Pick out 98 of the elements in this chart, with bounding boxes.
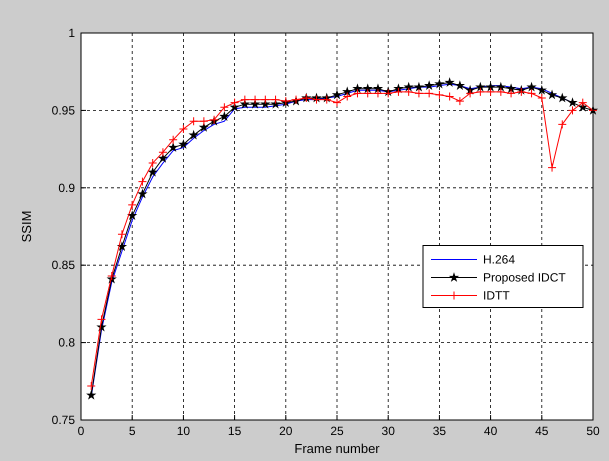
x-tick-label: 35 bbox=[432, 424, 446, 438]
point bbox=[220, 112, 228, 120]
point bbox=[199, 116, 208, 126]
point bbox=[178, 124, 188, 134]
point bbox=[363, 88, 372, 98]
point bbox=[486, 87, 496, 96]
point bbox=[343, 88, 352, 96]
legend-label: IDTT bbox=[483, 288, 510, 302]
point bbox=[220, 102, 229, 112]
point bbox=[332, 90, 342, 98]
point bbox=[496, 82, 505, 91]
x-axis-title: Frame number bbox=[294, 441, 380, 456]
point bbox=[138, 190, 147, 198]
point bbox=[364, 84, 372, 92]
y-tick-label: 0.9 bbox=[58, 180, 76, 195]
point bbox=[445, 92, 454, 101]
y-tick-label: 0.8 bbox=[58, 336, 76, 350]
point bbox=[168, 135, 178, 144]
point bbox=[568, 106, 578, 115]
point bbox=[558, 94, 566, 102]
point bbox=[107, 272, 116, 281]
point bbox=[414, 82, 424, 91]
x-tick-label: 40 bbox=[484, 424, 498, 438]
point bbox=[118, 242, 126, 250]
point bbox=[548, 163, 557, 172]
point bbox=[169, 143, 178, 152]
point bbox=[435, 80, 444, 88]
point bbox=[86, 381, 96, 390]
point bbox=[414, 88, 424, 98]
point bbox=[394, 87, 403, 96]
point bbox=[466, 88, 475, 98]
point bbox=[404, 87, 414, 96]
point bbox=[128, 211, 136, 220]
point bbox=[456, 81, 464, 90]
point bbox=[404, 82, 413, 91]
point bbox=[179, 140, 188, 148]
point bbox=[578, 98, 588, 108]
point bbox=[516, 87, 526, 96]
y-tick-label: 1 bbox=[68, 26, 76, 40]
point bbox=[240, 95, 250, 104]
point bbox=[527, 88, 536, 98]
x-tick-label: 15 bbox=[228, 424, 242, 438]
x-tick-label: 5 bbox=[128, 424, 136, 438]
point bbox=[537, 94, 546, 103]
point bbox=[374, 84, 382, 92]
point bbox=[342, 92, 352, 101]
x-tick-label: 45 bbox=[535, 424, 549, 438]
point bbox=[117, 230, 126, 239]
point bbox=[148, 158, 158, 168]
point bbox=[230, 98, 240, 108]
legend-label: H.264 bbox=[483, 252, 516, 266]
point bbox=[87, 390, 96, 399]
point bbox=[568, 98, 577, 106]
point bbox=[352, 88, 362, 98]
point bbox=[476, 87, 485, 96]
point bbox=[425, 81, 434, 90]
point bbox=[200, 123, 208, 131]
x-tick-label: 30 bbox=[382, 424, 396, 438]
x-tick-label: 25 bbox=[330, 424, 344, 438]
point bbox=[96, 314, 106, 324]
point bbox=[158, 154, 168, 162]
point bbox=[353, 84, 362, 92]
x-tick-label: 20 bbox=[279, 424, 293, 438]
point bbox=[189, 116, 198, 126]
point bbox=[128, 200, 137, 210]
point bbox=[312, 95, 322, 104]
point bbox=[260, 95, 270, 104]
point bbox=[322, 95, 332, 104]
y-tick-label: 0.95 bbox=[52, 103, 76, 118]
point bbox=[558, 120, 567, 129]
y-axis-title: SSIM bbox=[19, 210, 34, 242]
y-tick-label: 0.85 bbox=[52, 258, 76, 272]
point bbox=[506, 88, 516, 98]
point bbox=[486, 82, 495, 91]
legend-label: Proposed IDCT bbox=[483, 270, 566, 284]
x-tick-label: 0 bbox=[78, 424, 85, 438]
point bbox=[476, 82, 484, 91]
point bbox=[138, 177, 147, 186]
point bbox=[190, 130, 198, 139]
point bbox=[496, 87, 506, 96]
point bbox=[538, 86, 546, 94]
point bbox=[271, 95, 280, 104]
point bbox=[148, 168, 157, 176]
x-tick-label: 10 bbox=[176, 424, 190, 438]
x-tick-label: 50 bbox=[586, 424, 600, 438]
point bbox=[548, 90, 556, 98]
y-tick-label: 0.75 bbox=[52, 413, 76, 427]
point bbox=[384, 88, 393, 98]
point bbox=[250, 95, 260, 104]
point bbox=[332, 98, 342, 108]
point bbox=[434, 90, 444, 100]
point bbox=[506, 84, 516, 92]
point bbox=[446, 78, 454, 86]
point bbox=[424, 88, 434, 98]
point bbox=[527, 82, 536, 91]
point bbox=[158, 148, 168, 157]
point bbox=[373, 88, 382, 98]
point bbox=[455, 96, 464, 106]
